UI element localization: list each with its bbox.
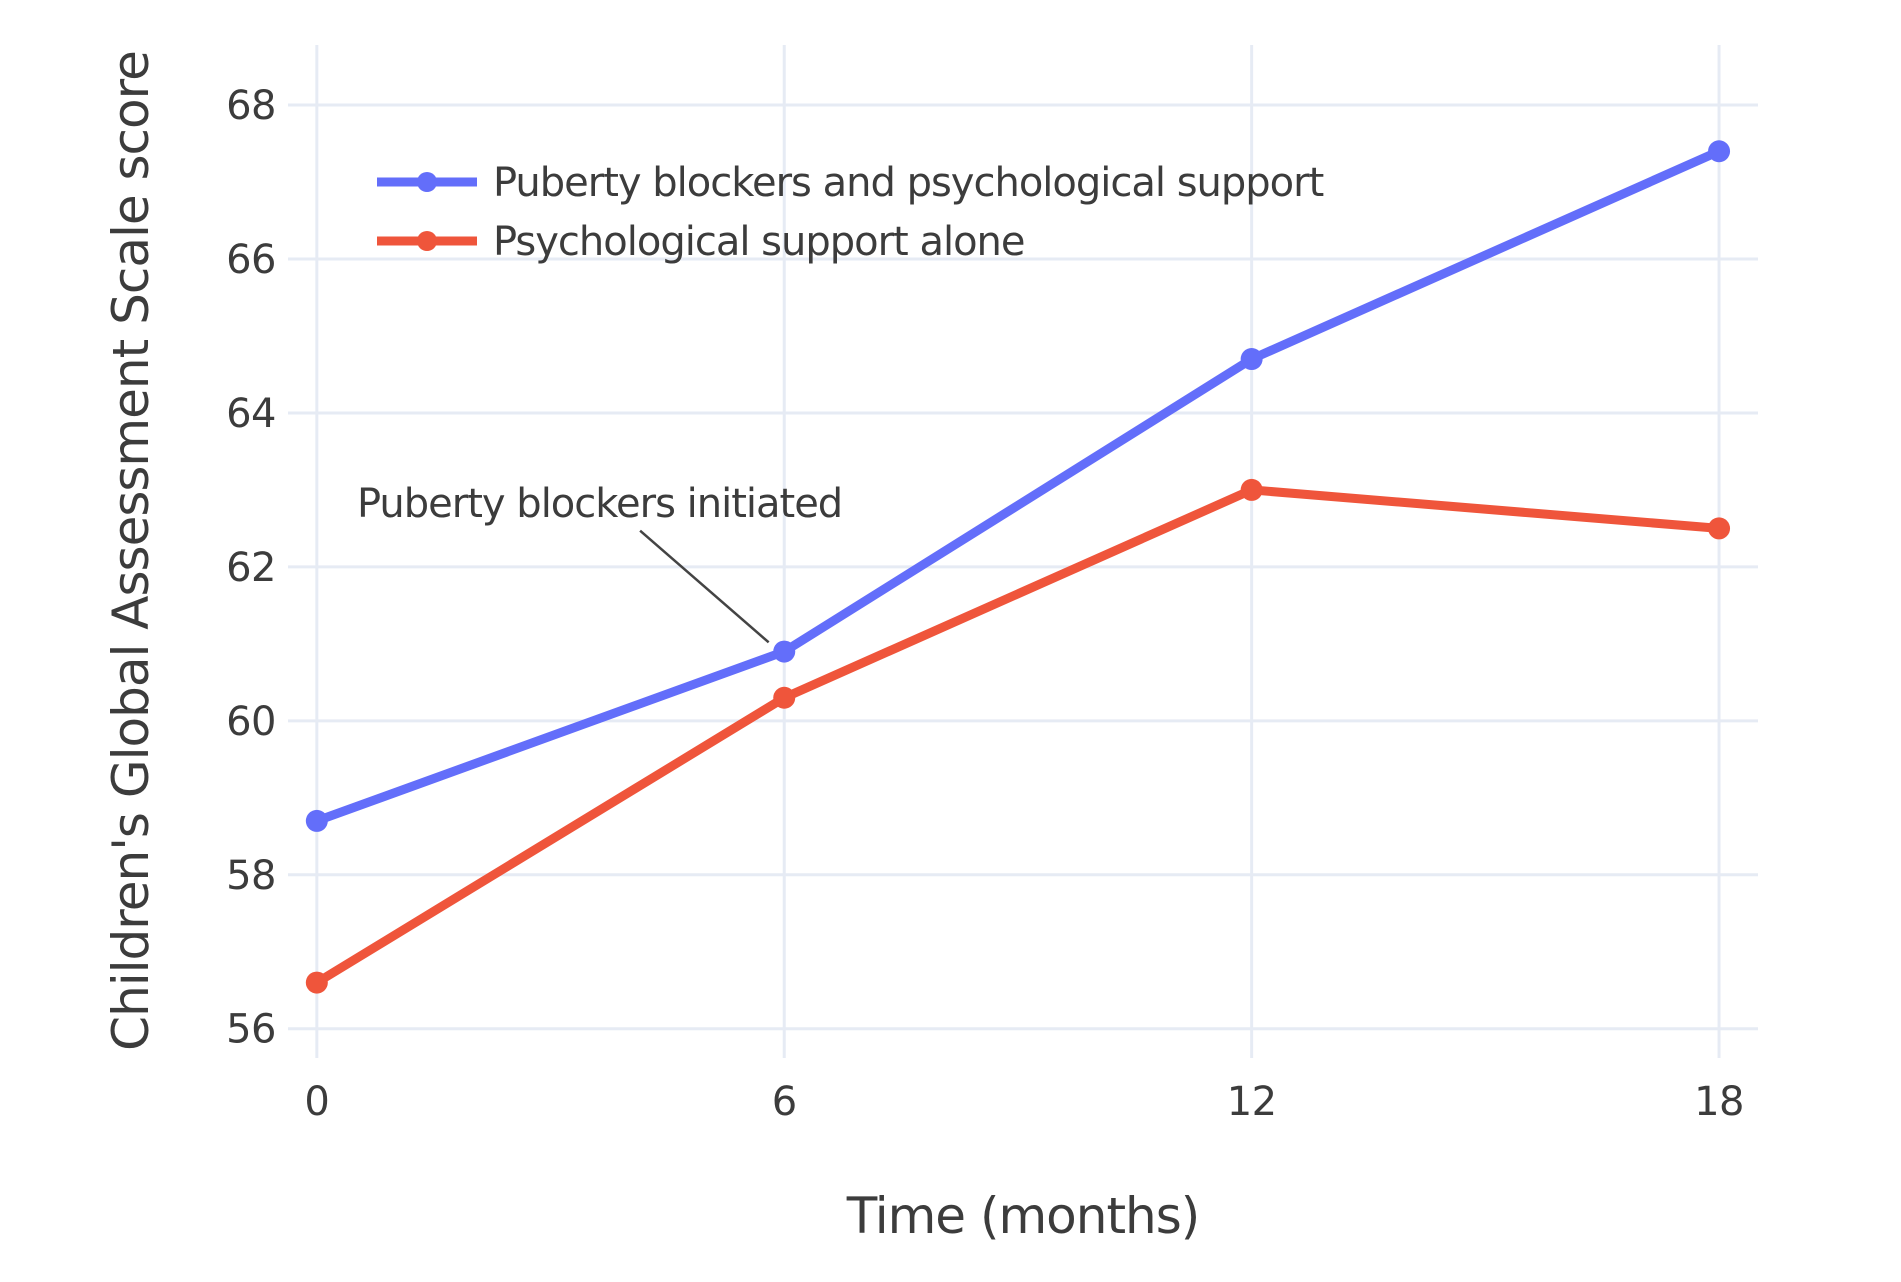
annotation-leader-line [639,529,770,644]
data-point[interactable] [1708,517,1731,540]
annotation: Puberty blockers initiated [357,481,843,644]
y-tick-label: 68 [226,83,276,129]
data-point[interactable] [1240,478,1263,501]
y-tick-label: 62 [226,545,276,591]
y-gridlines [288,103,1758,1031]
data-series [305,140,1731,994]
data-point[interactable] [1240,348,1263,371]
legend-dot-swatch [417,231,437,251]
data-point[interactable] [305,809,328,832]
y-tick-label: 58 [226,853,276,899]
legend-label: Puberty blockers and psychological suppo… [493,160,1324,206]
x-tick-label: 12 [1227,1079,1277,1125]
y-tick-label: 66 [226,237,276,283]
x-tick-label: 0 [304,1079,329,1125]
y-tick-label: 60 [226,699,276,745]
y-axis-title: Children's Global Assessment Scale score [102,51,160,1051]
x-tick-label: 6 [772,1079,797,1125]
data-point[interactable] [773,640,796,663]
series-line-0 [315,147,1721,826]
legend: Puberty blockers and psychological suppo… [377,160,1325,265]
legend-dot-swatch [417,172,437,192]
data-point[interactable] [305,971,328,994]
series-line-1 [314,485,1720,987]
x-axis-title: Time (months) [846,1187,1200,1245]
x-axis-tick-labels: 0 6 12 18 [304,1079,1744,1125]
data-point[interactable] [1708,140,1731,163]
legend-item[interactable]: Puberty blockers and psychological suppo… [377,160,1325,206]
x-tick-label: 18 [1694,1079,1744,1125]
legend-label: Psychological support alone [493,219,1025,265]
y-tick-label: 56 [226,1007,276,1053]
y-axis-tick-labels: 56 58 60 62 64 66 68 [226,83,276,1053]
data-point[interactable] [773,686,796,709]
annotation-text: Puberty blockers initiated [357,481,842,527]
legend-item[interactable]: Psychological support alone [377,219,1026,265]
x-gridlines [315,45,1721,1058]
y-tick-label: 64 [226,391,276,437]
